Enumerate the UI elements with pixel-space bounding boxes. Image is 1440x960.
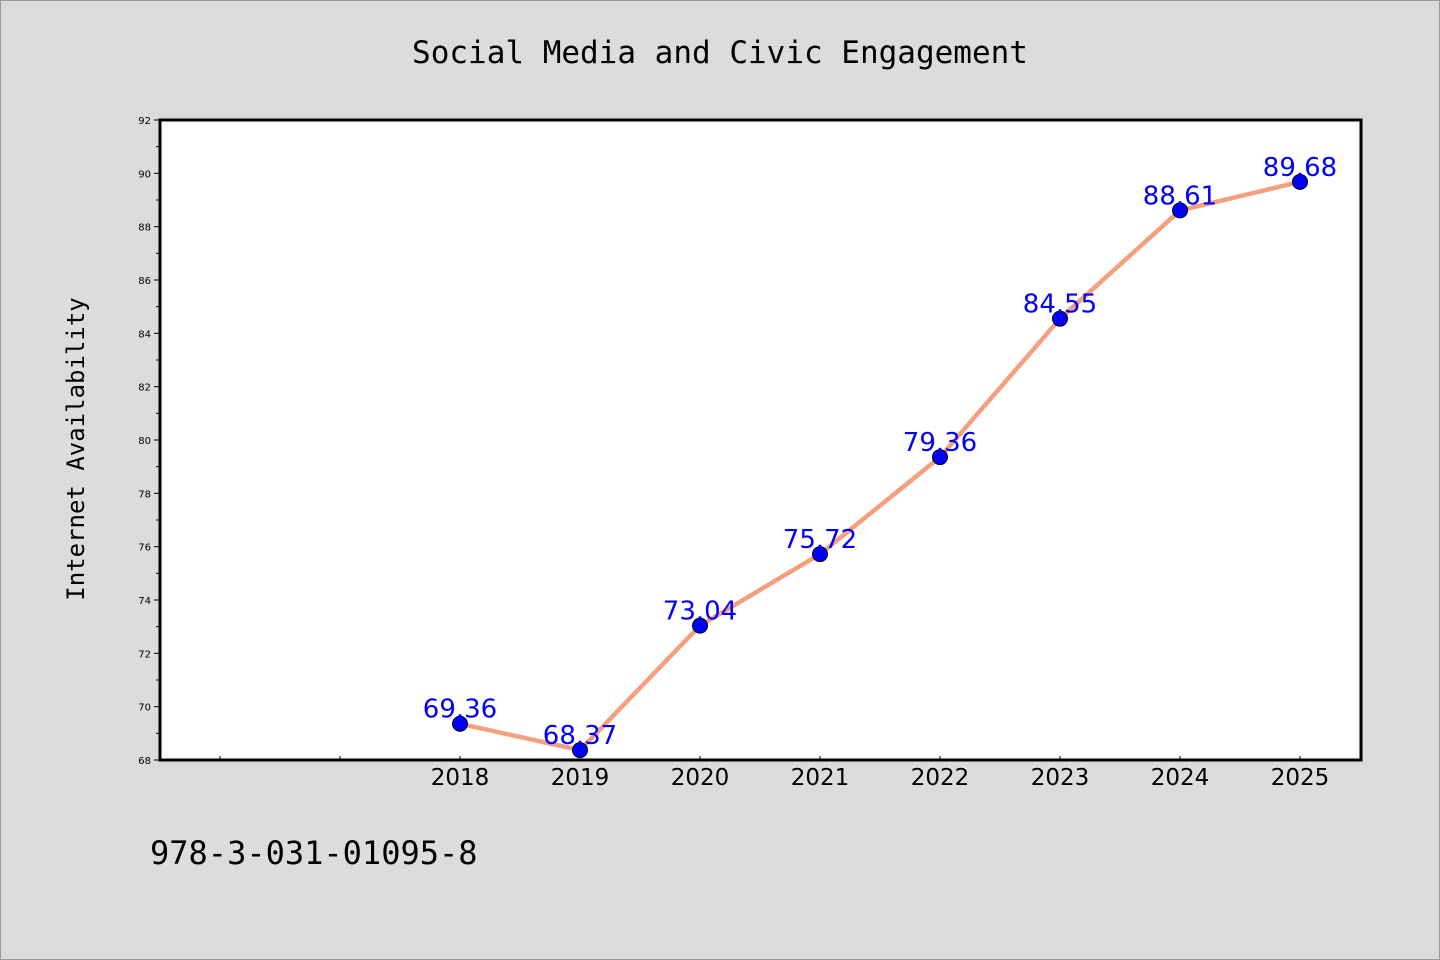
y-tick-label: 84 — [138, 329, 151, 340]
y-tick-label: 74 — [138, 596, 151, 607]
data-label: 68.37 — [543, 721, 617, 751]
data-label: 89.68 — [1263, 153, 1337, 183]
y-tick-label: 86 — [138, 276, 151, 287]
y-tick-label: 72 — [138, 649, 151, 660]
data-point — [1052, 310, 1068, 327]
x-tick-label: 2021 — [791, 765, 850, 791]
chart-title: Social Media and Civic Engagement — [412, 35, 1028, 71]
series-line — [457, 179, 1303, 753]
data-point — [812, 546, 828, 563]
y-tick-label: 78 — [138, 489, 151, 500]
data-point — [1292, 173, 1308, 190]
y-tick-label: 68 — [138, 756, 151, 767]
data-point — [452, 715, 468, 732]
y-tick-label: 76 — [138, 543, 151, 554]
y-tick-label: 90 — [138, 169, 151, 180]
data-point — [572, 742, 588, 759]
y-tick-label: 82 — [138, 383, 151, 394]
series-layer: 69.36 68.37 73.04 75.72 79.36 84.55 88.61 89.68 — [423, 153, 1337, 759]
data-label: 75.72 — [783, 525, 857, 555]
data-point — [1172, 202, 1188, 219]
x-tick-label: 2023 — [1031, 765, 1090, 791]
x-tick-label: 2025 — [1271, 765, 1330, 791]
y-axis-label: Internet Availability — [62, 297, 90, 600]
x-tick-label: 2022 — [911, 765, 970, 791]
x-tick-label: 2018 — [431, 765, 490, 791]
y-tick-label: 80 — [138, 436, 151, 447]
y-tick-label: 70 — [138, 703, 151, 714]
footer-isbn: 978-3-031-01095-8 — [150, 834, 478, 872]
y-axis: 68 70 72 74 76 78 80 82 84 86 88 90 92 — [138, 116, 160, 767]
data-label: 73.04 — [663, 597, 737, 627]
x-axis: 2018 2019 2020 2021 2022 2023 2024 2025 — [219, 756, 1330, 791]
data-point — [692, 617, 708, 634]
y-tick-label: 88 — [138, 223, 151, 234]
x-tick-label: 2024 — [1151, 765, 1210, 791]
x-tick-label: 2019 — [551, 765, 610, 791]
data-label: 69.36 — [423, 695, 497, 725]
x-tick-label: 2020 — [671, 765, 730, 791]
data-label: 88.61 — [1143, 181, 1217, 211]
y-tick-label: 92 — [138, 116, 151, 127]
data-label: 79.36 — [903, 428, 977, 458]
data-label: 84.55 — [1023, 290, 1097, 320]
data-point — [932, 449, 948, 466]
